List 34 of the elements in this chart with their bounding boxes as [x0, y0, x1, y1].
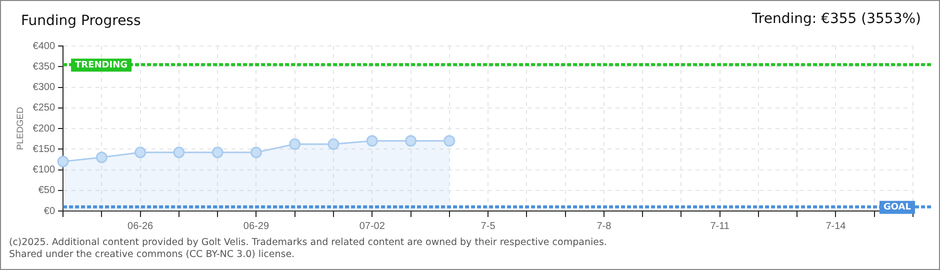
y-tick-label: €150 — [32, 144, 56, 155]
x-tick-label: 06-26 — [128, 220, 154, 232]
chart-title: Funding Progress — [21, 13, 141, 29]
point — [289, 138, 301, 150]
point — [366, 135, 378, 147]
y-tick-label: €350 — [32, 61, 56, 72]
x-tick-label: 06-29 — [243, 220, 270, 232]
chart-subtitle: Trending: €355 (3553%) — [752, 11, 921, 27]
y-tick-label: €250 — [32, 102, 56, 114]
point — [173, 146, 185, 158]
text: Shared under the creative commons (CC BY-NC 3.0) license. — [9, 249, 296, 261]
y-tick-label: €0 — [44, 206, 56, 217]
y-tick-label: €50 — [38, 185, 56, 196]
ref-line-label: GOAL — [884, 202, 912, 213]
point — [405, 135, 417, 147]
point — [96, 152, 108, 164]
point — [212, 146, 224, 158]
point — [328, 138, 340, 150]
x-tick-label: 07-02 — [359, 220, 386, 232]
ref-line-label: TRENDING — [75, 60, 128, 70]
y-tick-label: €200 — [32, 123, 56, 134]
text: (c)2025. Additional content provided by Golt Velis. Trademarks and related content are owned by their respective companies. — [9, 237, 607, 249]
y-tick-label: €100 — [32, 164, 56, 176]
point — [250, 146, 262, 158]
point — [444, 135, 456, 147]
y-tick-label: €400 — [32, 40, 56, 52]
y-tick-label: €300 — [32, 82, 56, 93]
x-tick-label: 7-5 — [480, 220, 496, 232]
point — [57, 156, 69, 168]
x-tick-label: 7-14 — [826, 220, 846, 232]
x-tick-label: 7-11 — [710, 220, 730, 232]
point — [134, 146, 146, 158]
y-axis-title: PLEDGED — [14, 106, 25, 150]
x-tick-label: 7-8 — [596, 220, 612, 232]
